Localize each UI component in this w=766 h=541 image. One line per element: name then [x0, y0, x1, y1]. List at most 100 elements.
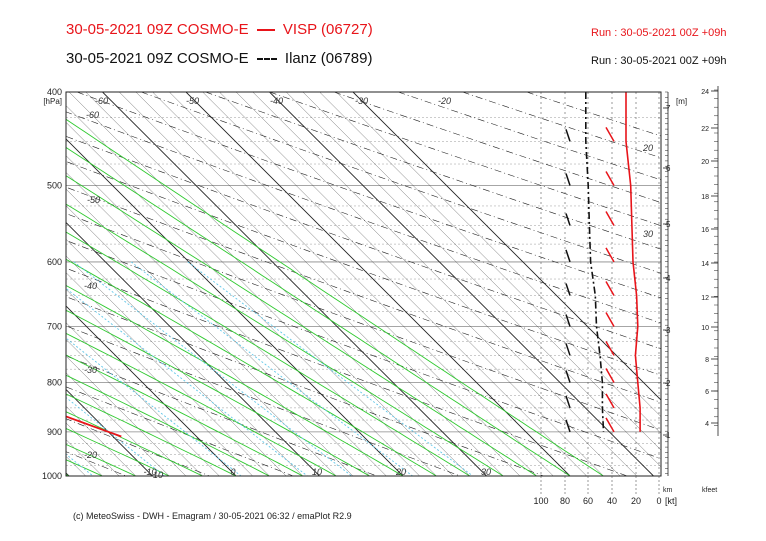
mixing-ratio-line: [187, 261, 474, 476]
pressure-tick-label: 900: [47, 427, 62, 437]
isotherm-label: -40: [84, 281, 97, 291]
wind-barb-visp: [605, 171, 615, 186]
isotherm: [66, 138, 404, 476]
moist-adiabat: [66, 474, 70, 476]
wind-tick-label: 0: [656, 496, 661, 506]
ilanz-title: 30-05-2021 09Z COSMO-E Ilanz (06789): [66, 50, 372, 67]
visp-station-label: VISP (06727): [282, 21, 373, 38]
moist-adiabat: [66, 332, 337, 476]
isotherm: [169, 92, 554, 476]
wind-barb-ilanz: [565, 343, 571, 356]
mixing-ratio-line: [66, 287, 308, 476]
moist-adiabat: [66, 146, 571, 476]
dry-adiabat: [66, 136, 661, 350]
isotherm: [66, 155, 387, 476]
mixing-ratio-line: [130, 261, 413, 476]
wind-barb-ilanz: [565, 283, 571, 296]
wind-barb-visp: [605, 247, 615, 263]
wind-tick-label: 40: [607, 496, 617, 506]
moist-adiabat: [0, 92, 2, 476]
wind-tick-label: 100: [533, 496, 548, 506]
isotherm-label: -50: [87, 195, 100, 205]
isotherm: [269, 92, 654, 476]
isotherm: [66, 355, 187, 476]
wind-barb-visp: [605, 393, 615, 409]
isotherm: [66, 372, 170, 476]
pressure-unit-label: [hPa]: [43, 97, 62, 106]
isotherm: [66, 305, 237, 476]
km-tick-label: 6: [666, 164, 671, 173]
isotherm-label: -30: [355, 96, 368, 106]
wind-barb-visp: [605, 126, 615, 142]
mixing-ratio-line: [73, 261, 352, 476]
dry-adiabat: [0, 92, 43, 476]
isotherm: [68, 92, 454, 476]
isotherm: [66, 472, 70, 476]
isotherm: [235, 92, 621, 476]
moist-adiabat: [66, 231, 471, 476]
wind-barb-ilanz: [565, 370, 571, 383]
wind-barb-ilanz: [569, 92, 570, 93]
dry-adiabat: [66, 386, 294, 476]
wind-barb-visp: [605, 368, 615, 383]
isotherm: [66, 238, 303, 476]
temperature-tick-label: 10: [312, 467, 322, 477]
dry-adiabat: [462, 92, 661, 159]
ilanz-dashdot-line-icon: [256, 58, 277, 61]
ilanz-model-label: 30-05-2021 09Z COSMO-E: [66, 50, 249, 67]
kfeet-tick-label: 6: [705, 389, 709, 396]
isotherm: [66, 388, 153, 476]
visp-title: 30-05-2021 09Z COSMO-E VISP (06727): [66, 21, 373, 38]
isotherm: [66, 121, 420, 476]
km-unit-label: km: [663, 487, 673, 494]
isotherm: [85, 92, 470, 476]
isotherm: [352, 92, 661, 401]
ilanz-run-label: Run : 30-05-2021 00Z +09h: [591, 55, 727, 67]
km-tick-label: 3: [666, 326, 671, 335]
wind-tick-label: 60: [583, 496, 593, 506]
isotherm-label: -20: [438, 96, 451, 106]
dry-adiabat: [66, 111, 661, 324]
wind-barb-visp: [605, 417, 615, 433]
km-axis-label: [m]: [676, 97, 687, 106]
series-temperature-visp: [66, 415, 122, 438]
wind-barb-visp: [605, 312, 615, 327]
isotherm-label: -60: [86, 110, 99, 120]
dry-adiabat: [66, 161, 661, 376]
temperature-tick-label: 30: [481, 467, 491, 477]
isotherm: [119, 92, 504, 476]
moist-adiabat: [66, 374, 270, 476]
isotherm-label: -10: [150, 470, 163, 480]
pressure-tick-label: 800: [47, 377, 62, 387]
isotherm: [66, 188, 354, 476]
footer-credit: (c) MeteoSwiss - DWH - Emagram / 30-05-2…: [73, 511, 352, 521]
dry-adiabat: [205, 92, 661, 250]
moist-adiabat: [66, 258, 437, 476]
isotherm: [286, 92, 661, 468]
isotherm: [336, 92, 661, 418]
isotherm: [0, 92, 2, 476]
wind-barb-ilanz: [565, 129, 571, 142]
isotherm: [66, 405, 136, 476]
wind-barb-ilanz: [565, 249, 571, 263]
isotherm: [66, 255, 287, 476]
dry-adiabat: [66, 240, 661, 460]
isotherm: [202, 92, 587, 476]
wind-barb-ilanz: [565, 419, 571, 433]
wind-barb-ilanz: [565, 314, 571, 327]
dry-adiabat: [66, 267, 628, 476]
isotherm: [152, 92, 537, 476]
moist-adiabat: [66, 393, 237, 476]
isotherm: [66, 288, 253, 476]
dry-adiabat: [66, 451, 127, 476]
isotherm: [219, 92, 604, 476]
moist-adiabat: [66, 284, 404, 476]
km-tick-label: 5: [666, 220, 671, 229]
isotherm: [252, 92, 637, 476]
isotherm-label: -20: [84, 450, 97, 460]
kfeet-unit-label: kfeet: [702, 487, 717, 494]
pressure-tick-label: 600: [47, 257, 62, 267]
moist-adiabat: [66, 443, 136, 476]
temperature-tick-label: 0: [230, 467, 235, 477]
